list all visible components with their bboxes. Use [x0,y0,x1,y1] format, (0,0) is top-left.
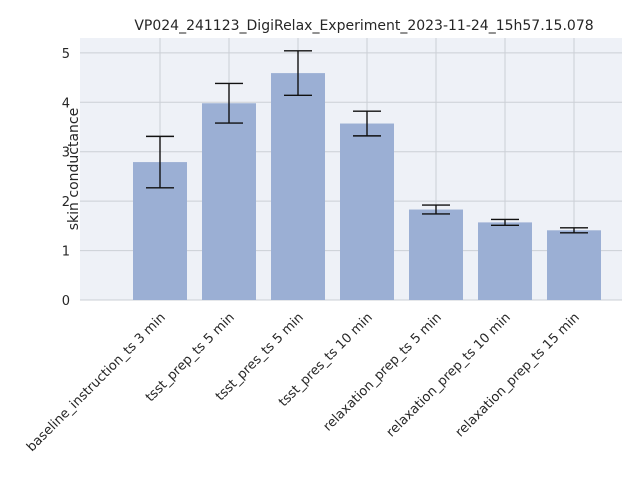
x-tick-label: relaxation_prep_ts 5 min [321,310,445,434]
error-bar [146,135,174,189]
bar [547,230,601,300]
x-tick-label: relaxation_prep_ts 10 min [384,310,514,440]
y-tick-label: 2 [62,195,70,210]
x-tick-label: relaxation_prep_ts 15 min [453,310,583,440]
y-tick-label: 4 [62,96,70,111]
chart-title: VP024_241123_DigiRelax_Experiment_2023-1… [134,18,593,34]
y-axis-label: skin conductance [66,108,82,230]
error-bar [491,218,519,227]
bar [340,123,394,300]
error-bar [422,204,450,215]
error-bars [146,50,588,234]
error-bar [215,82,243,124]
y-tick-label: 0 [62,294,70,309]
x-tick-label: baseline_instruction_ts 3 min [24,310,169,455]
bar [271,73,325,300]
x-axis-ticks: baseline_instruction_ts 3 mintsst_prep_t… [24,310,583,455]
y-axis-ticks: 0 1 2 3 4 5 [62,47,70,309]
error-bar [560,227,588,234]
y-tick-label: 3 [62,146,70,161]
y-tick-label: 5 [62,47,70,62]
bars [133,73,601,300]
bar [202,103,256,300]
error-bar [284,50,312,97]
y-tick-label: 1 [62,245,70,260]
bar [478,222,532,300]
bar [409,209,463,300]
error-bar [353,110,381,137]
